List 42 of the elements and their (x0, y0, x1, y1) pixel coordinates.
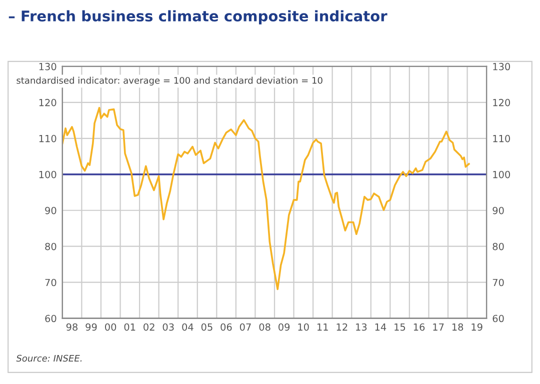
line-series (62, 106, 470, 290)
y2-tick-label: 90 (492, 206, 504, 214)
y-tick-label: 110 (39, 134, 56, 142)
x-tick-label: 16 (414, 323, 425, 331)
x-tick-label: 02 (144, 323, 154, 331)
y-tick-label: 60 (45, 314, 56, 322)
y-tick-label: 130 (39, 62, 56, 70)
y-tick-label: 120 (39, 98, 56, 106)
x-tick-label: 04 (182, 323, 194, 331)
y2-tick-label: 70 (492, 278, 504, 286)
x-tick-label: 10 (298, 323, 309, 331)
x-tick-label: 03 (162, 323, 174, 331)
y2-tick-label: 120 (493, 98, 510, 106)
x-tick-label: 06 (220, 323, 232, 331)
x-tick-label: 19 (472, 323, 482, 331)
x-tick-label: 08 (259, 323, 270, 331)
x-tick-label: 99 (86, 323, 97, 331)
x-tick-label: 05 (201, 323, 212, 331)
x-tick-label: 01 (124, 323, 136, 331)
x-tick-label: 18 (452, 323, 464, 331)
x-tick-label: 00 (105, 323, 116, 331)
x-tick-label: 11 (317, 323, 328, 331)
source-note: Source: INSEE. (16, 354, 82, 362)
y2-tick-label: 110 (493, 134, 510, 142)
y-tick-label: 70 (45, 278, 56, 286)
y2-tick-label: 80 (492, 242, 504, 250)
y-tick-label: 90 (45, 206, 56, 214)
y2-tick-label: 130 (493, 62, 510, 70)
x-tick-label: 98 (66, 323, 78, 331)
x-tick-label: 12 (336, 323, 348, 331)
x-tick-label: 13 (356, 323, 367, 331)
x-tick-label: 14 (375, 323, 386, 331)
chart-title: – French business climate composite indicator (8, 10, 388, 24)
y2-tick-label: 100 (493, 170, 510, 178)
x-tick-label: 09 (278, 323, 290, 331)
x-tick-label: 07 (240, 323, 251, 331)
y2-tick-label: 60 (492, 314, 504, 322)
x-tick-label: 17 (433, 323, 444, 331)
y-tick-label: 100 (39, 170, 56, 178)
x-tick-label: 15 (394, 323, 406, 331)
y-tick-label: 80 (45, 242, 56, 250)
text: standardised indicator: average = 100 and standard deviation = 10 (16, 76, 322, 86)
